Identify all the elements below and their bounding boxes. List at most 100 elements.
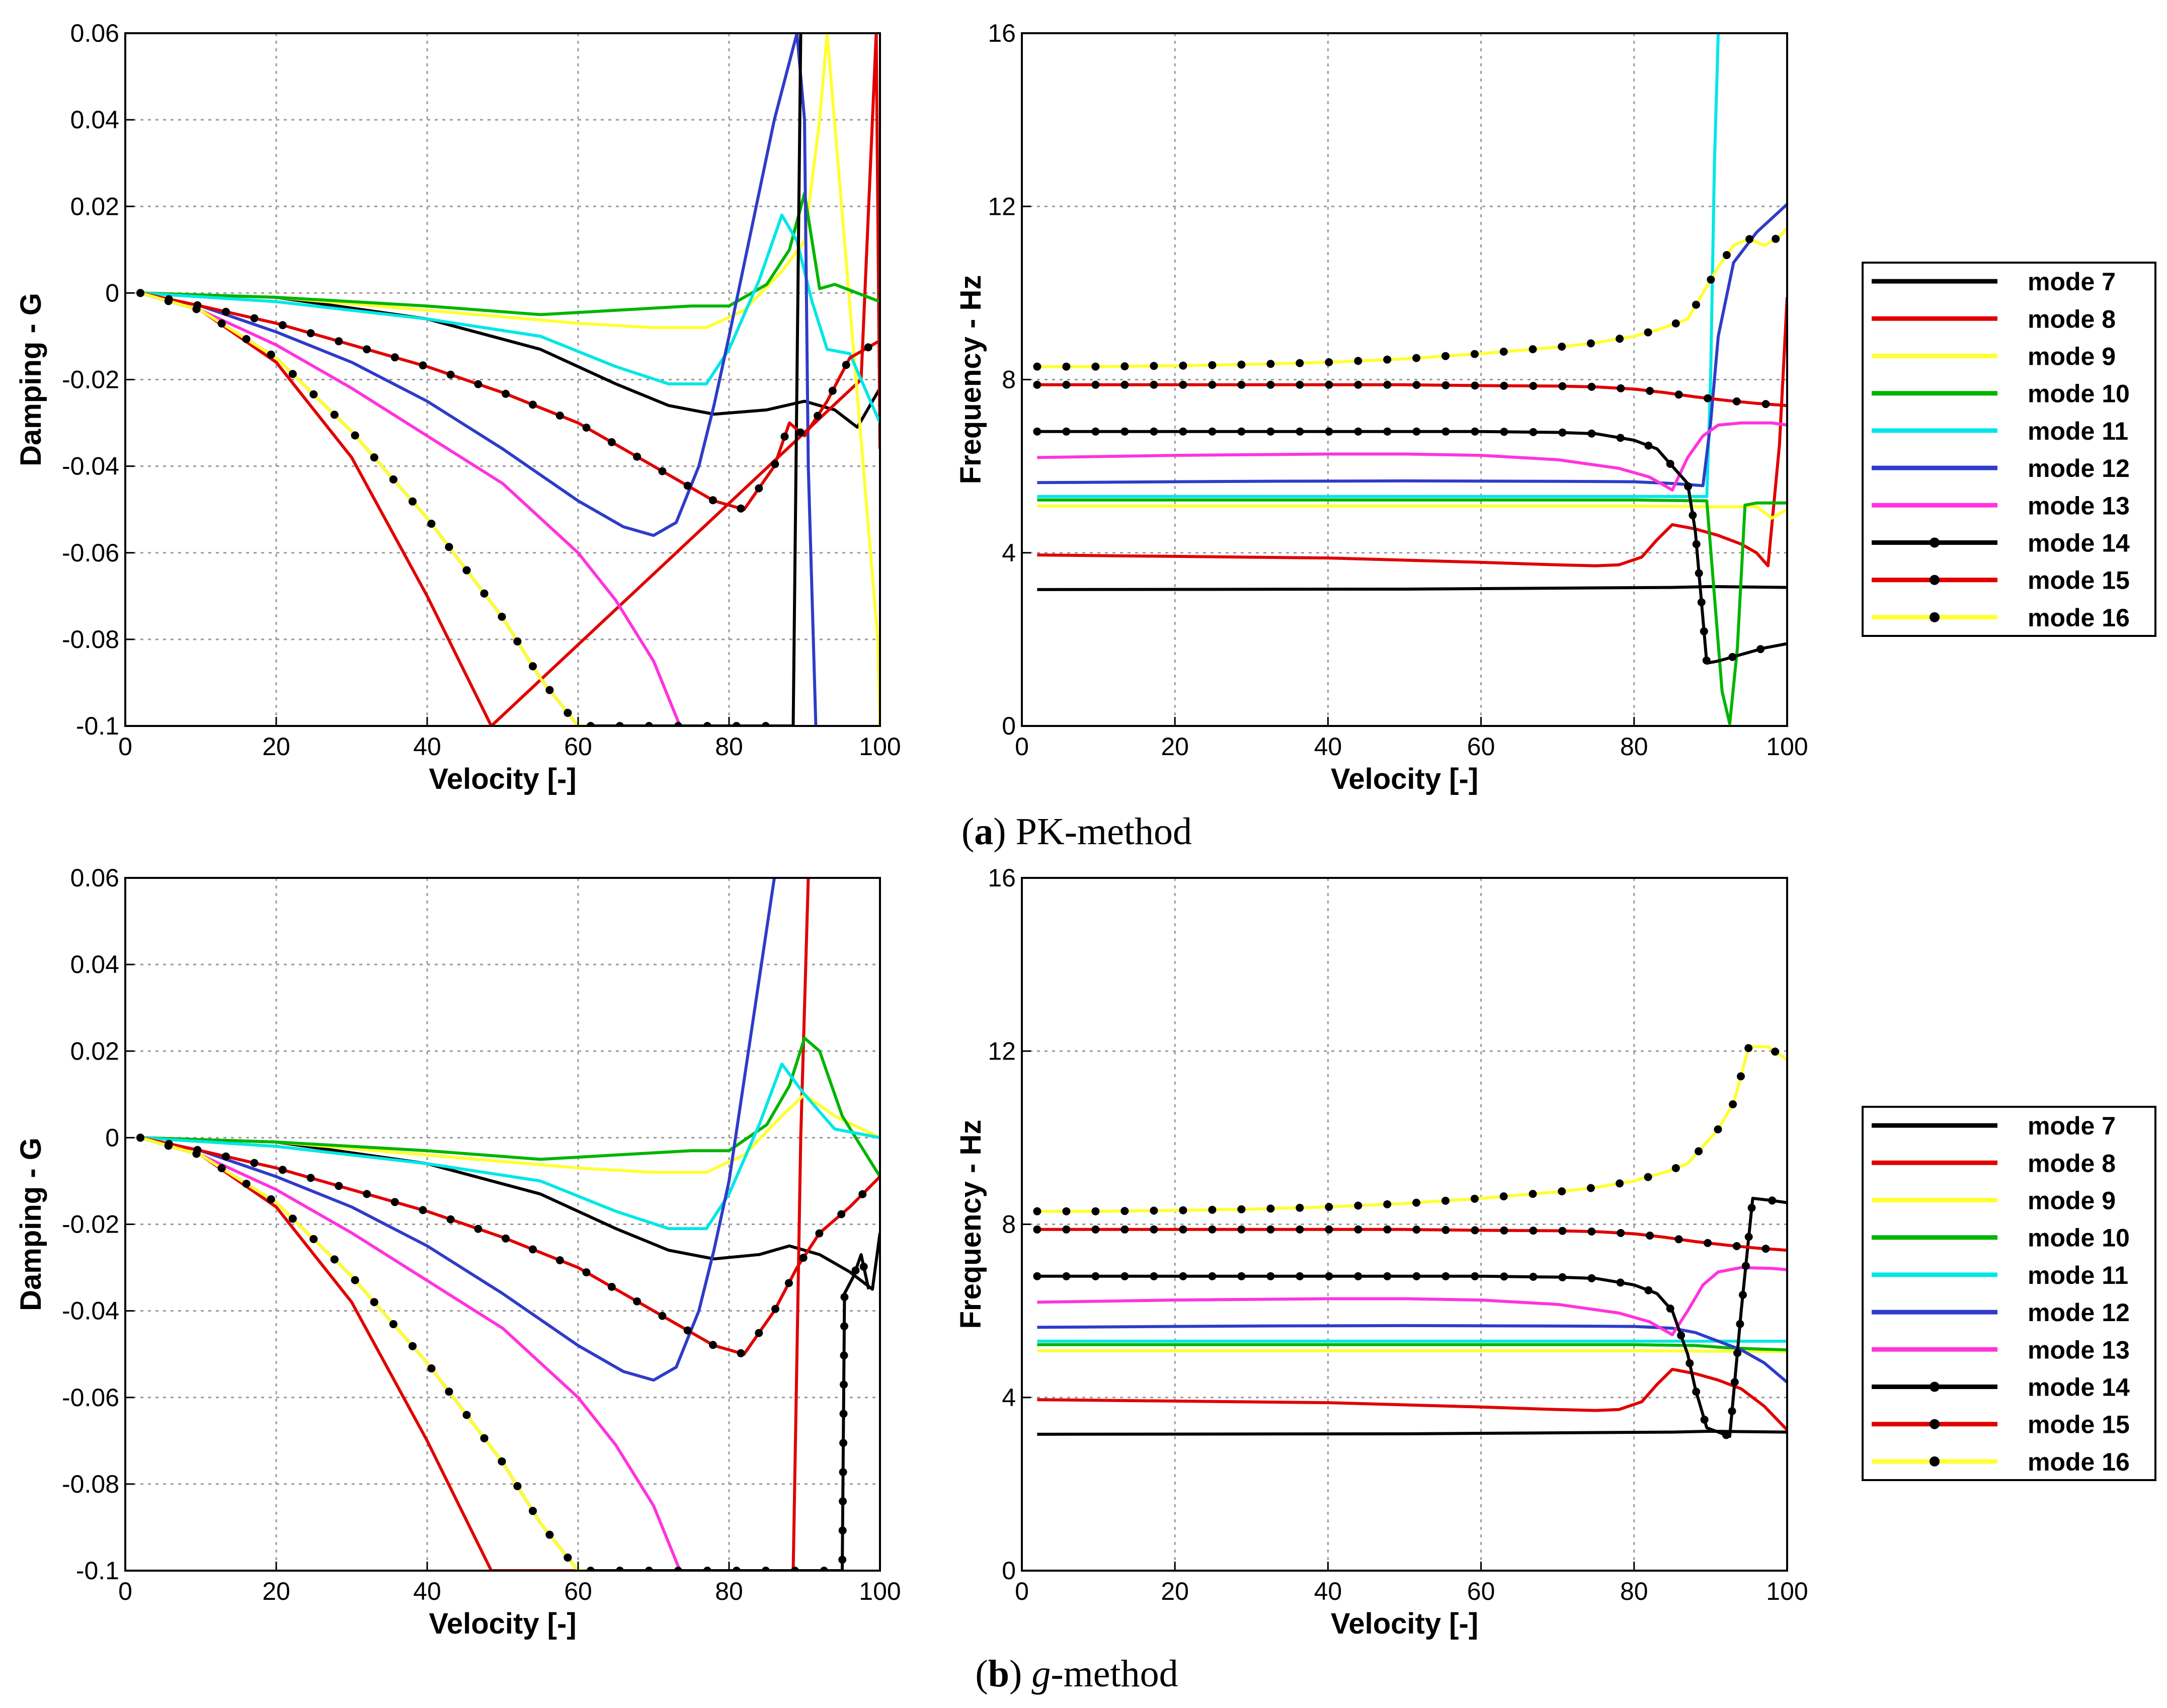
x-tick-label: 40: [1314, 1577, 1342, 1605]
data-point: [1587, 429, 1596, 438]
data-point: [1208, 1205, 1217, 1214]
legend-marker: [1930, 1419, 1940, 1429]
data-point: [1500, 1226, 1508, 1235]
data-point: [1354, 380, 1362, 389]
series-line-mode-12: [140, 878, 776, 1382]
x-tick-label: 80: [715, 733, 743, 761]
plot-area: [1033, 33, 1787, 725]
data-point: [1208, 427, 1217, 436]
data-point: [1120, 427, 1129, 436]
legend-item: mode 10: [1872, 1224, 2130, 1252]
data-point: [828, 386, 837, 395]
data-point: [1266, 1225, 1275, 1234]
data-point: [1296, 427, 1304, 436]
data-point: [1325, 427, 1333, 436]
legend-label: mode 13: [2028, 1336, 2130, 1364]
data-point: [1062, 1272, 1071, 1280]
panel-a-damping-chart: 0 20 40 60 80 100 -0.1 -0.08 -0.06 -0.04 -0.02 0 0.0…: [15, 19, 901, 795]
data-point: [242, 335, 251, 343]
data-point: [582, 1268, 591, 1276]
legend-item: mode 9: [1872, 1187, 2116, 1215]
data-point: [1646, 387, 1654, 395]
y-tick-label: 0.02: [70, 192, 119, 220]
data-point: [445, 543, 453, 551]
data-point: [1747, 1203, 1756, 1212]
data-point: [1383, 427, 1392, 436]
data-point: [474, 380, 483, 388]
legend-marker: [1930, 1381, 1940, 1392]
data-point: [1558, 343, 1566, 351]
series-markers-mode-16: [1033, 1044, 1780, 1215]
y-tick-label: 12: [988, 1037, 1016, 1065]
data-point: [814, 412, 822, 420]
data-point: [363, 345, 371, 354]
gridlines: [1022, 878, 1787, 1571]
data-point: [1237, 427, 1246, 436]
data-point: [1412, 1272, 1421, 1280]
data-point: [1062, 427, 1071, 436]
data-point: [633, 452, 641, 461]
series-line-mode-10: [140, 192, 880, 316]
x-tick-label: 0: [1015, 1577, 1029, 1605]
data-point: [755, 484, 763, 493]
data-point: [351, 431, 359, 440]
data-point: [1499, 348, 1508, 356]
series-line-mode-13: [1037, 421, 1787, 492]
legend-box: [1862, 262, 2156, 637]
data-point: [1671, 319, 1680, 328]
y-tick-label: 4: [1002, 539, 1016, 567]
data-point: [796, 428, 805, 437]
data-point: [683, 481, 692, 490]
data-point: [1354, 1201, 1362, 1210]
y-tick-label: 8: [1002, 366, 1016, 394]
data-point: [1692, 540, 1701, 548]
data-point: [1500, 381, 1508, 390]
data-point: [1237, 1272, 1246, 1280]
legend-box: [1862, 1106, 2156, 1481]
data-point: [1686, 1359, 1694, 1367]
legend-marker: [1930, 1456, 1940, 1467]
data-point: [555, 1256, 564, 1264]
series-line-mode-15: [1037, 1228, 1787, 1252]
data-point: [1383, 1272, 1392, 1280]
data-point: [1529, 382, 1538, 390]
data-point: [1441, 1226, 1450, 1234]
x-tick-label: 40: [413, 733, 441, 761]
data-point: [1761, 400, 1770, 409]
data-point: [840, 1351, 848, 1360]
series-line-mode-9: [140, 33, 880, 726]
y-tick-label: 8: [1002, 1210, 1016, 1239]
data-point: [1695, 569, 1703, 578]
data-point: [474, 1225, 483, 1233]
legend-item: mode 13: [1872, 492, 2130, 520]
legend-b: mode 7 mode 8 mode 9 mode 10 mode 11 mode 12 m…: [1862, 1106, 2156, 1481]
data-point: [1677, 1331, 1686, 1340]
data-point: [1091, 380, 1100, 389]
data-point: [1737, 1072, 1745, 1081]
series-line-mode-11: [140, 1063, 880, 1231]
data-point: [839, 1410, 848, 1418]
y-tick-label: 0.04: [70, 106, 119, 134]
data-point: [1150, 380, 1158, 389]
data-point: [838, 1526, 847, 1535]
data-point: [1702, 656, 1711, 665]
data-point: [1179, 427, 1187, 436]
data-point: [1266, 1272, 1275, 1280]
data-point: [1237, 1205, 1246, 1213]
series-line-mode-8: [1037, 1367, 1787, 1431]
data-point: [1441, 381, 1450, 389]
data-point: [799, 1254, 808, 1262]
data-point: [288, 1214, 297, 1223]
data-point: [842, 361, 850, 369]
data-point: [1500, 428, 1508, 436]
data-point: [409, 497, 417, 506]
data-point: [498, 1457, 506, 1466]
legend-item: mode 11: [1872, 1261, 2128, 1289]
gridlines: [1022, 33, 1787, 726]
x-tick-label: 20: [262, 733, 290, 761]
data-point: [1354, 427, 1362, 436]
data-point: [1666, 1305, 1674, 1313]
data-point: [1412, 427, 1421, 436]
data-point: [1091, 1207, 1100, 1215]
data-point: [1412, 354, 1421, 362]
